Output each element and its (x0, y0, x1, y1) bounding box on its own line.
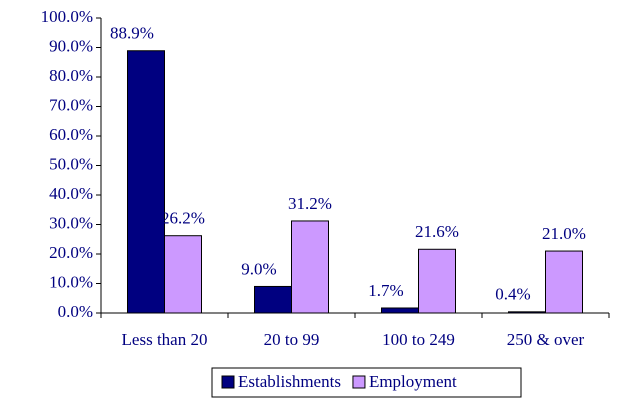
legend-swatch (221, 375, 235, 389)
x-tick-label: Less than 20 (122, 330, 208, 349)
bar (508, 311, 546, 314)
x-tick-label: 20 to 99 (264, 330, 320, 349)
y-tick-label: 60.0% (49, 125, 93, 144)
y-tick-label: 30.0% (49, 213, 93, 232)
legend-swatch (352, 375, 366, 389)
value-label: 1.7% (368, 281, 403, 300)
bar (127, 50, 165, 314)
x-tick-label: 250 & over (507, 330, 585, 349)
value-label: 21.0% (542, 224, 586, 243)
y-tick-label: 50.0% (49, 154, 93, 173)
value-label: 0.4% (495, 285, 530, 304)
y-tick-label: 10.0% (49, 272, 93, 291)
bar (164, 235, 202, 314)
y-tick-label: 100.0% (41, 7, 93, 26)
value-label: 21.6% (415, 222, 459, 241)
bar (381, 307, 419, 314)
value-label: 88.9% (110, 24, 154, 43)
legend-box (211, 367, 522, 398)
value-label: 9.0% (241, 259, 276, 278)
y-tick-label: 40.0% (49, 184, 93, 203)
bar (254, 285, 292, 314)
y-tick-label: 80.0% (49, 66, 93, 85)
x-tick-label: 100 to 249 (382, 330, 455, 349)
y-tick-label: 70.0% (49, 95, 93, 114)
value-label: 26.2% (161, 209, 205, 228)
legend-label: Employment (369, 372, 457, 391)
legend-label: Establishments (238, 372, 341, 391)
y-tick-label: 90.0% (49, 36, 93, 55)
bar (418, 248, 456, 314)
y-tick-label: 20.0% (49, 243, 93, 262)
value-label: 31.2% (288, 194, 332, 213)
bar (291, 220, 329, 314)
y-tick-label: 0.0% (58, 302, 93, 321)
bar (545, 250, 583, 314)
